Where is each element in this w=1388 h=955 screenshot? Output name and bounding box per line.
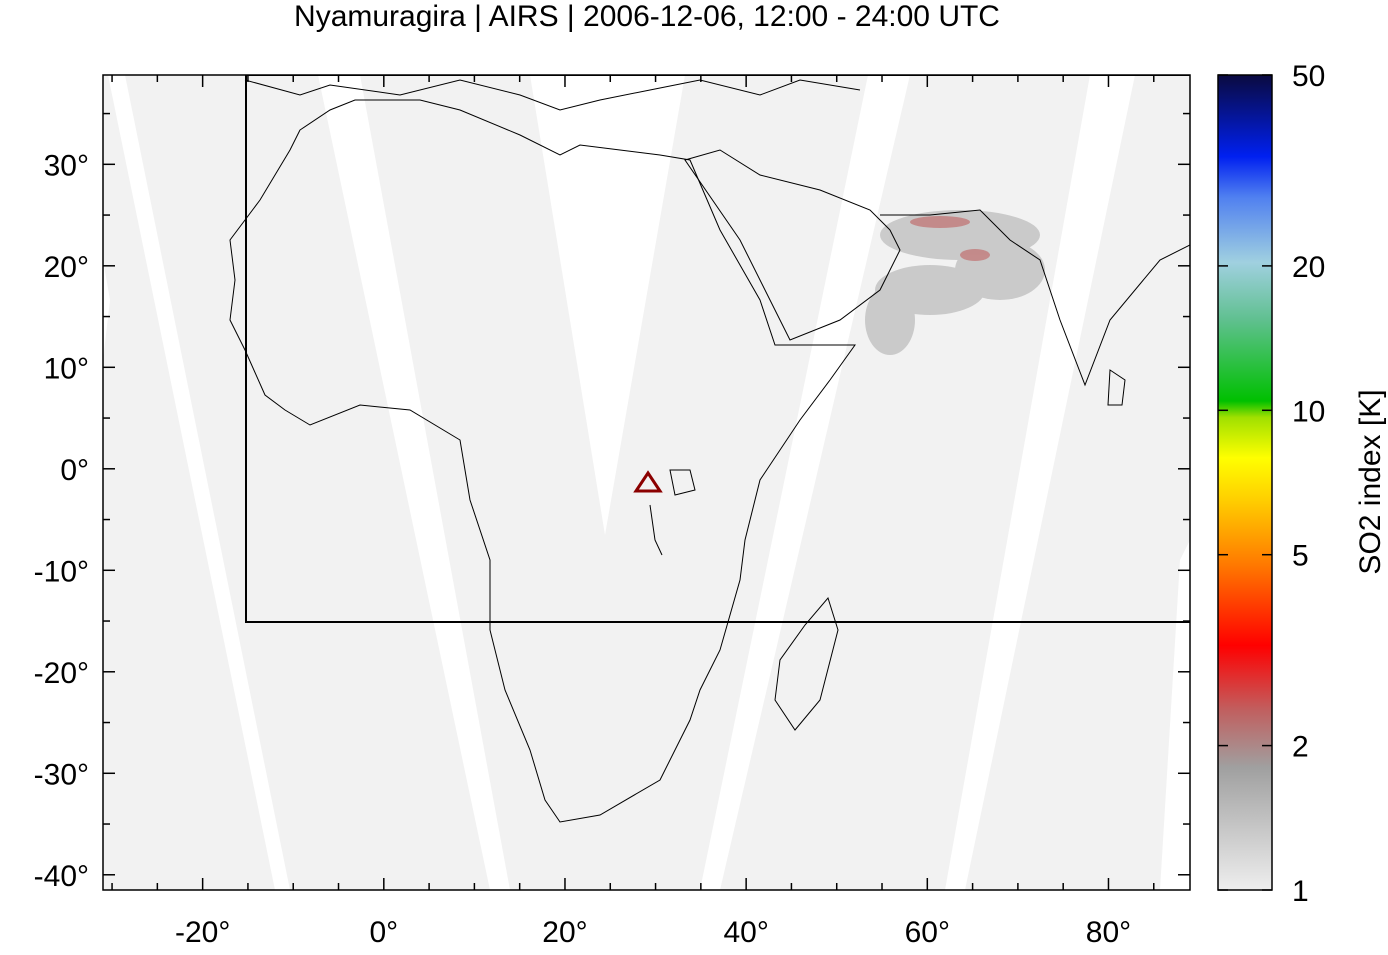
colorbar-label: SO2 index [K]	[1354, 389, 1387, 574]
y-tick-label: 20°	[44, 251, 89, 284]
colorbar-tick-label: 2	[1292, 731, 1309, 764]
x-tick-label: 80°	[1086, 916, 1131, 949]
region-box	[245, 75, 1190, 623]
y-tick-label: -40°	[34, 860, 89, 893]
colorbar-tick-label: 20	[1292, 251, 1325, 284]
x-tick-label: 0°	[369, 916, 398, 949]
colorbar-tick-label: 50	[1292, 60, 1325, 93]
colorbar-tick-label: 10	[1292, 395, 1325, 428]
x-tick-label: -20°	[175, 916, 230, 949]
x-tick-label: 40°	[723, 916, 768, 949]
y-tick-label: 10°	[44, 352, 89, 385]
x-tick-label: 60°	[905, 916, 950, 949]
y-tick-label: -30°	[34, 758, 89, 791]
volcano-marker	[633, 470, 663, 493]
coastlines	[229, 79, 1190, 823]
map-area	[103, 75, 1190, 890]
x-tick-label: 20°	[542, 916, 587, 949]
y-tick-label: 0°	[60, 454, 89, 487]
y-tick-label: -20°	[34, 657, 89, 690]
y-tick-label: 30°	[44, 149, 89, 182]
so2-plume-core	[910, 216, 990, 261]
chart-title: Nyamuragira | AIRS | 2006-12-06, 12:00 -…	[294, 0, 1000, 33]
y-tick-label: -10°	[34, 555, 89, 588]
colorbar	[1217, 74, 1273, 891]
colorbar-tick-label: 1	[1292, 875, 1309, 908]
colorbar-tick-label: 5	[1292, 540, 1309, 573]
swath-gaps	[103, 75, 1190, 890]
plot-frame	[102, 74, 1191, 891]
